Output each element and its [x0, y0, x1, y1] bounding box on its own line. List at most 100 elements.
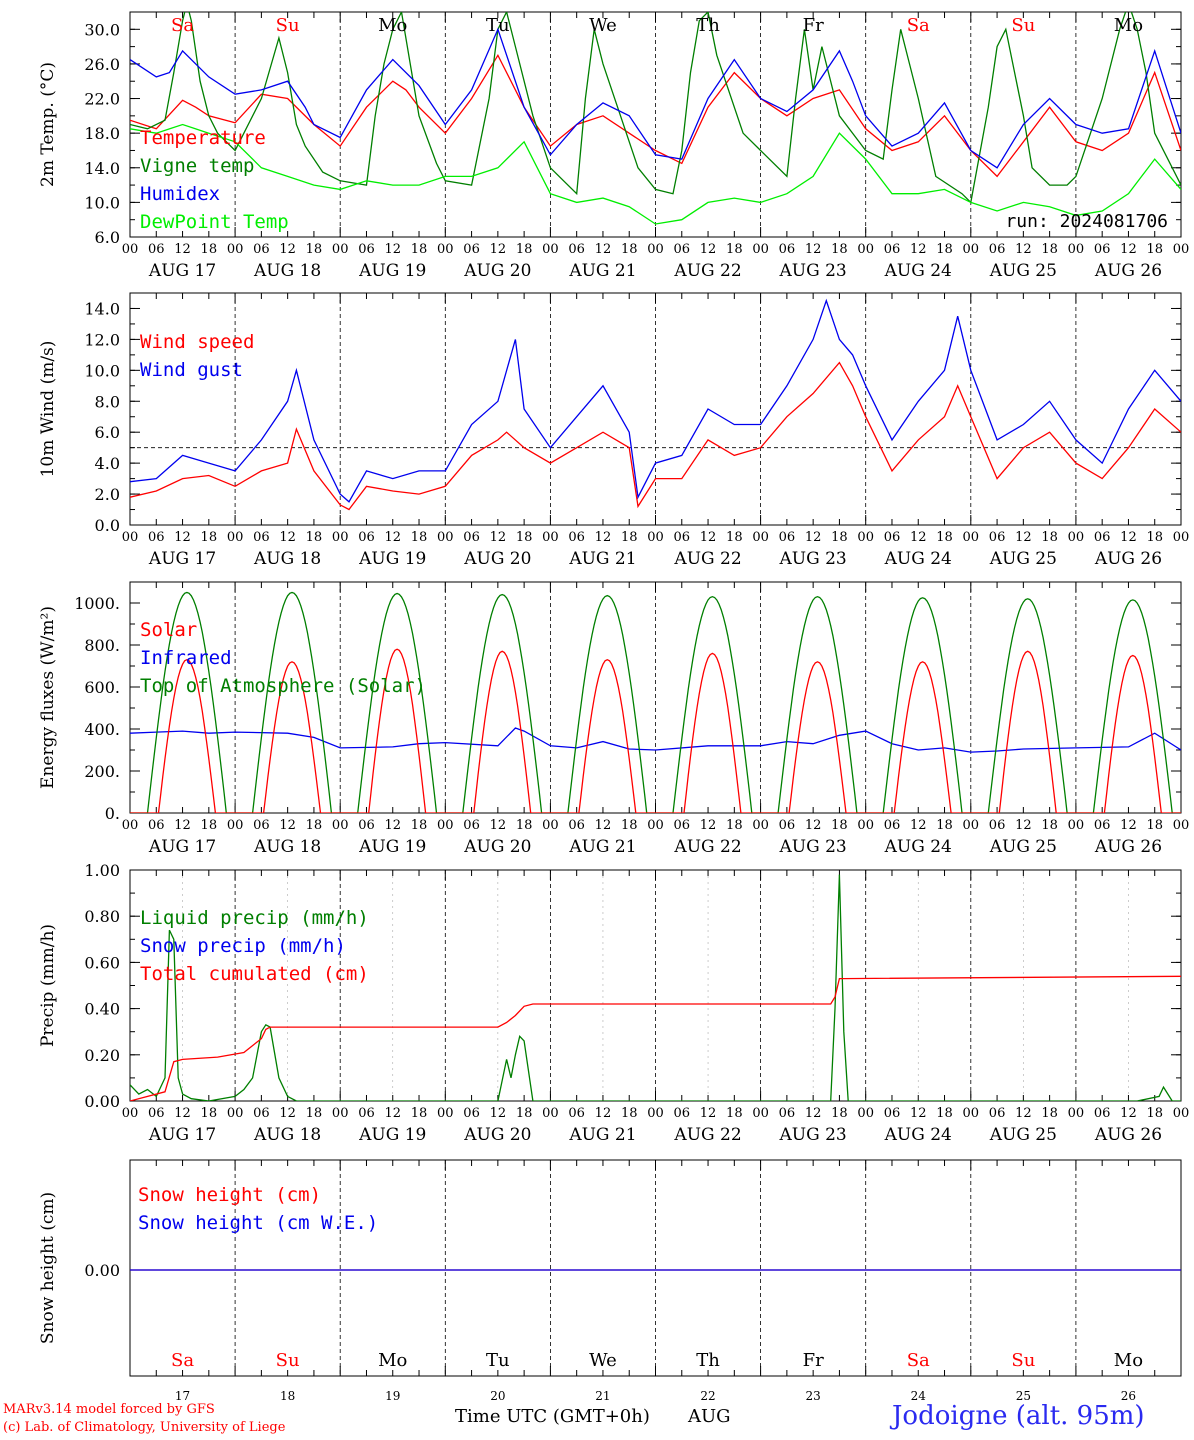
- hour-tick-label: 12: [1015, 242, 1032, 257]
- date-label: AUG 22: [673, 549, 741, 569]
- hour-tick-label: 06: [989, 242, 1006, 257]
- hour-tick-label: 12: [910, 818, 927, 833]
- hour-tick-label: 18: [306, 818, 323, 833]
- hour-tick-label: 18: [621, 242, 638, 257]
- hour-tick-label: 12: [1015, 1106, 1032, 1121]
- hour-tick-label: 06: [1094, 242, 1111, 257]
- hour-tick-label: 18: [1041, 242, 1058, 257]
- hour-tick-label: 12: [279, 1106, 296, 1121]
- day-number: 24: [911, 1389, 927, 1403]
- date-label: AUG 20: [463, 837, 531, 857]
- panel-5: 0.00 Snow height (cm) Snow height (cm) Snow…: [38, 1159, 1182, 1403]
- day-number: 17: [175, 1389, 190, 1403]
- hour-tick-label: 00: [752, 242, 769, 257]
- hour-tick-label: 06: [989, 818, 1006, 833]
- hour-tick-label: 00: [542, 530, 559, 545]
- hour-tick-label: 06: [989, 530, 1006, 545]
- hour-tick-label: 06: [253, 242, 270, 257]
- hour-tick-label: 12: [384, 242, 401, 257]
- legend-entry: Temperature: [140, 127, 266, 149]
- legend-entry: Humidex: [140, 183, 220, 205]
- day-name: Mo: [1114, 15, 1143, 36]
- legend-entry: Total cumulated (cm): [140, 963, 369, 985]
- hour-tick-label: 18: [621, 530, 638, 545]
- hour-tick-label: 00: [542, 1106, 559, 1121]
- day-name: Su: [276, 1350, 300, 1371]
- hour-tick-label: 06: [568, 818, 585, 833]
- hour-tick-label: 18: [726, 530, 743, 545]
- hour-tick-label: 00: [542, 242, 559, 257]
- day-name: Su: [1011, 15, 1035, 36]
- hour-tick-label: 00: [437, 1106, 454, 1121]
- hour-tick-label: 18: [726, 818, 743, 833]
- legend-entry: Snow height (cm): [138, 1184, 321, 1206]
- hour-tick-label: 18: [831, 242, 848, 257]
- hour-tick-label: 18: [1041, 818, 1058, 833]
- day-name: Sa: [171, 15, 194, 36]
- hour-tick-label: 00: [963, 242, 980, 257]
- hour-tick-label: 12: [490, 1106, 507, 1121]
- date-label: AUG 21: [568, 261, 636, 281]
- hour-tick-label: 06: [148, 818, 165, 833]
- hour-tick-label: 06: [674, 530, 691, 545]
- hour-tick-label: 12: [805, 530, 822, 545]
- day-number: 20: [490, 1389, 505, 1403]
- day-name: Sa: [907, 15, 930, 36]
- hour-tick-label: 18: [306, 530, 323, 545]
- date-label: AUG 24: [884, 261, 952, 281]
- hour-tick-label: 18: [831, 818, 848, 833]
- hour-tick-label: 12: [279, 242, 296, 257]
- day-number: 22: [700, 1389, 715, 1403]
- day-name: Tu: [486, 15, 510, 36]
- y-axis-label: 10m Wind (m/s): [38, 341, 58, 478]
- hour-tick-label: 06: [1094, 1106, 1111, 1121]
- date-label: AUG 17: [148, 837, 216, 857]
- y-tick-label: 0.: [105, 804, 120, 823]
- hour-tick-label: 18: [936, 530, 953, 545]
- hour-tick-label: 12: [595, 1106, 612, 1121]
- hour-tick-label: 18: [306, 242, 323, 257]
- hour-tick-label: 00: [857, 530, 874, 545]
- hour-tick-label: 12: [174, 818, 191, 833]
- hour-tick-label: 12: [1120, 1106, 1137, 1121]
- hour-tick-label: 18: [411, 530, 428, 545]
- date-label: AUG 26: [1094, 837, 1162, 857]
- hour-tick-label: 06: [148, 1106, 165, 1121]
- hour-tick-label: 00: [1068, 530, 1085, 545]
- hour-tick-label: 18: [726, 1106, 743, 1121]
- day-number: 19: [385, 1389, 400, 1403]
- series-line-top-of-atmosphere-solar: [130, 591, 1181, 813]
- y-axis-label: 2m Temp. (°C): [38, 62, 58, 187]
- date-label: AUG 23: [779, 261, 847, 281]
- day-name: Sa: [907, 1350, 930, 1371]
- hour-tick-label: 00: [437, 818, 454, 833]
- hour-tick-label: 00: [227, 530, 244, 545]
- day-name: We: [589, 1350, 617, 1371]
- credit-line-2: (c) Lab. of Climatology, University of L…: [3, 1420, 286, 1435]
- y-tick-label: 26.0: [84, 55, 120, 74]
- day-number: 18: [280, 1389, 295, 1403]
- series-line-total-cumulated-cm-: [130, 975, 1181, 1101]
- hour-tick-label: 18: [516, 818, 533, 833]
- hour-tick-label: 00: [227, 242, 244, 257]
- series-line-temperature: [130, 53, 1181, 178]
- series-line-wind-gust: [130, 298, 1181, 503]
- series-line-wind-speed: [130, 361, 1181, 511]
- y-axis-label: Energy fluxes (W/m²): [38, 606, 58, 789]
- hour-tick-label: 18: [411, 1106, 428, 1121]
- y-axis-label: Snow height (cm): [38, 1192, 58, 1344]
- run-annotation: run: 2024081706: [1005, 211, 1168, 232]
- hour-tick-label: 12: [384, 1106, 401, 1121]
- hour-tick-label: 18: [306, 1106, 323, 1121]
- hour-tick-label: 18: [516, 1106, 533, 1121]
- y-tick-label: 0.00: [84, 1261, 120, 1280]
- hour-tick-label: 00: [437, 242, 454, 257]
- hour-tick-label: 00: [332, 818, 349, 833]
- hour-tick-label: 18: [1146, 818, 1163, 833]
- legend-entry: Solar: [140, 619, 197, 641]
- date-label: AUG 22: [673, 261, 741, 281]
- hour-tick-label: 12: [910, 530, 927, 545]
- date-label: AUG 17: [148, 1125, 216, 1145]
- hour-tick-label: 00: [1068, 1106, 1085, 1121]
